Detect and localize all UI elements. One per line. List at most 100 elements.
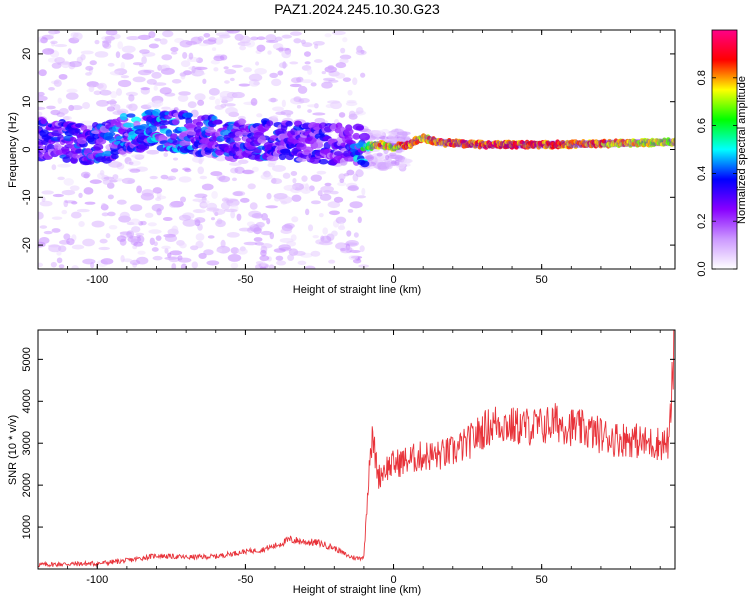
x-tick-label: 50 xyxy=(536,274,548,286)
spectrogram-speckle xyxy=(206,260,220,266)
spectrogram-ridge-cell xyxy=(573,144,578,149)
x-tick-label: -50 xyxy=(237,274,253,286)
spectrogram-speckle xyxy=(50,261,57,268)
spectrogram-speckle xyxy=(390,154,403,160)
spectrogram-ridge-cell xyxy=(77,137,87,145)
spectrogram-ridge-cell xyxy=(233,136,241,142)
spectrogram-speckle xyxy=(41,196,46,203)
spectrogram-speckle xyxy=(283,184,296,191)
spectrogram-speckle xyxy=(359,245,365,252)
spectrogram-speckle xyxy=(38,211,44,220)
spectrogram-speckle xyxy=(272,165,286,172)
spectrogram-speckle xyxy=(126,104,133,109)
spectrogram-speckle xyxy=(242,169,254,174)
spectrogram-speckle xyxy=(271,115,278,119)
spectrogram-speckle xyxy=(276,47,290,51)
spectrogram-ridge-cell xyxy=(195,121,204,127)
spectrogram-speckle xyxy=(198,43,210,47)
spectrogram-speckle xyxy=(248,73,263,82)
spectrogram-speckle xyxy=(373,158,386,162)
spectrogram-speckle xyxy=(78,192,83,198)
spectrogram-speckle xyxy=(194,93,206,101)
spectrogram-speckle xyxy=(177,94,189,102)
spectrogram-speckle xyxy=(171,263,177,269)
colorbar-tick: 0.2 xyxy=(696,214,737,229)
spectrogram-speckle xyxy=(80,171,91,178)
spectrogram-speckle xyxy=(96,83,104,89)
spectrogram-ridge-cell xyxy=(216,135,225,142)
spectrogram-speckle xyxy=(62,115,72,121)
spectrogram-speckle xyxy=(144,212,154,218)
spectrogram-speckle xyxy=(76,208,90,213)
colorbar-tick: 0.4 xyxy=(696,166,737,181)
spectrogram-ridge-cell xyxy=(358,132,371,141)
spectrogram-speckle xyxy=(164,247,169,254)
spectrogram-speckle xyxy=(291,194,302,202)
spectrogram-speckle xyxy=(261,213,268,221)
spectrogram-speckle xyxy=(342,37,348,43)
spectrogram-speckle xyxy=(238,83,251,87)
spectrogram-speckle xyxy=(335,62,347,69)
spectrogram-speckle xyxy=(275,255,284,261)
spectrogram-speckle xyxy=(239,197,250,203)
spectrogram-speckle xyxy=(380,164,387,170)
spectrogram-speckle xyxy=(168,256,180,263)
spectrogram-ridge-cell xyxy=(519,139,525,145)
spectrogram-speckle xyxy=(47,57,57,63)
spectrogram-speckle xyxy=(72,32,83,41)
spectrogram-speckle xyxy=(160,67,175,75)
spectrogram-speckle xyxy=(342,77,352,82)
spectrogram-speckle xyxy=(121,177,136,185)
spectrogram-speckle xyxy=(96,99,109,107)
spectrogram-speckle xyxy=(178,214,191,221)
spectrogram-speckle xyxy=(120,61,125,70)
spectrogram-speckle xyxy=(154,38,162,42)
spectrogram-speckle xyxy=(154,100,164,107)
x-tick-label: 0 xyxy=(390,574,396,586)
y-tick-label: 20 xyxy=(21,48,33,60)
spectrogram-speckle xyxy=(347,89,353,96)
spectrogram-speckle xyxy=(317,190,323,197)
spectrogram-speckle xyxy=(260,230,272,236)
spectrogram-speckle xyxy=(220,201,231,210)
x-tick-label: -100 xyxy=(86,574,108,586)
spectrogram-ridge-cell xyxy=(172,118,180,126)
spectrogram-speckle xyxy=(210,217,215,221)
spectrogram-speckle xyxy=(281,99,286,108)
spectrogram-speckle xyxy=(276,260,287,266)
spectrogram-speckle xyxy=(287,254,295,262)
spectrogram-speckle xyxy=(219,90,233,99)
spectrogram-speckle xyxy=(116,235,127,242)
spectrogram-speckle xyxy=(178,176,192,183)
spectrogram-speckle xyxy=(191,65,196,74)
spectrogram-speckle xyxy=(220,239,226,248)
spectrogram-speckle xyxy=(146,149,160,155)
spectrogram-speckle xyxy=(278,62,288,69)
spectrogram-speckle xyxy=(128,161,134,165)
spectrogram-speckle xyxy=(100,258,114,265)
spectrogram-speckle xyxy=(135,232,145,236)
spectrogram-speckle xyxy=(200,202,210,207)
spectrogram-ridge-cell xyxy=(360,160,370,168)
spectrogram-speckle xyxy=(277,70,284,76)
spectrogram-speckle xyxy=(105,30,118,36)
y-tick-label: 5000 xyxy=(21,347,33,371)
spectrogram-speckle xyxy=(256,44,266,52)
spectrogram-y-ticks: -20 -10 0 10 20 xyxy=(21,48,675,253)
spectrogram-speckle xyxy=(207,235,215,239)
spectrogram-speckle xyxy=(151,203,164,212)
spectrogram-speckle xyxy=(65,92,79,100)
x-tick-label: -50 xyxy=(237,574,253,586)
spectrogram-speckle xyxy=(179,39,193,48)
spectrogram-speckle xyxy=(231,177,237,182)
spectrogram-speckle xyxy=(164,234,178,243)
spectrogram-speckle xyxy=(170,46,179,52)
spectrogram-speckle xyxy=(177,257,192,263)
spectrogram-speckle xyxy=(163,152,169,158)
spectrogram-speckle xyxy=(78,220,85,227)
spectrogram-speckle xyxy=(282,172,291,179)
spectrogram-speckle xyxy=(348,110,356,118)
spectrogram-speckle xyxy=(290,234,297,242)
snr-y-ticks: 1000 2000 3000 4000 5000 xyxy=(21,347,675,539)
spectrogram-speckle xyxy=(42,48,55,55)
